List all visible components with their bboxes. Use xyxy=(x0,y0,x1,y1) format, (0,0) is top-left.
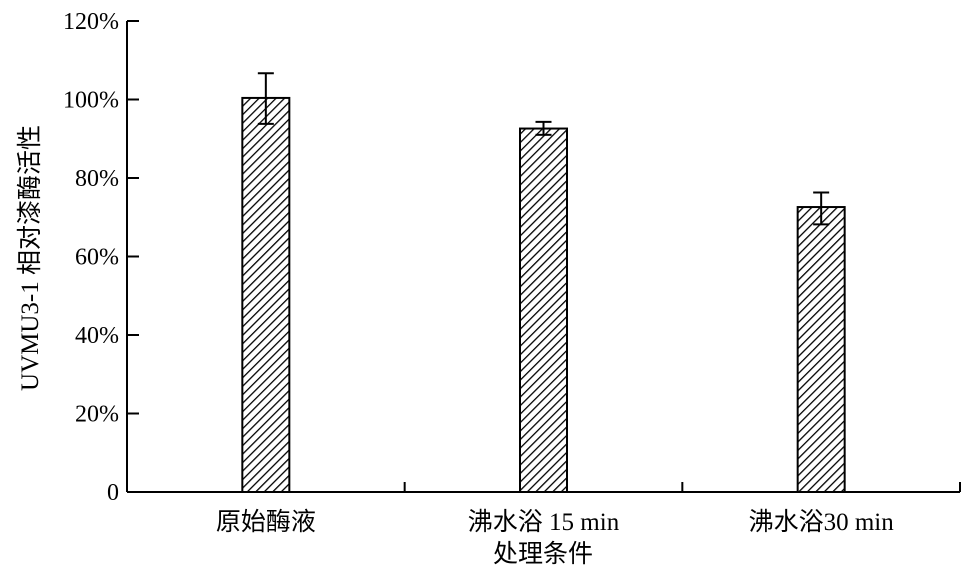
y-tick-label: 60% xyxy=(75,245,119,271)
x-axis-label: 处理条件 xyxy=(493,540,593,568)
y-tick-label: 100% xyxy=(63,88,119,114)
y-tick-label: 120% xyxy=(63,9,119,35)
y-axis-label: UVMU3-1 相对漆酶活性 xyxy=(16,125,44,391)
bar xyxy=(796,206,846,493)
bar xyxy=(519,127,568,493)
x-tick-label: 沸水浴 15 min xyxy=(468,508,620,536)
x-tick-label: 沸水浴30 min xyxy=(749,508,895,536)
y-tick-label: 0 xyxy=(107,480,119,506)
y-tick-label: 20% xyxy=(75,402,119,428)
y-tick-label: 40% xyxy=(75,323,119,349)
x-tick-label: 原始酶液 xyxy=(216,508,316,536)
bar xyxy=(241,96,291,494)
y-tick-label: 80% xyxy=(75,166,119,192)
